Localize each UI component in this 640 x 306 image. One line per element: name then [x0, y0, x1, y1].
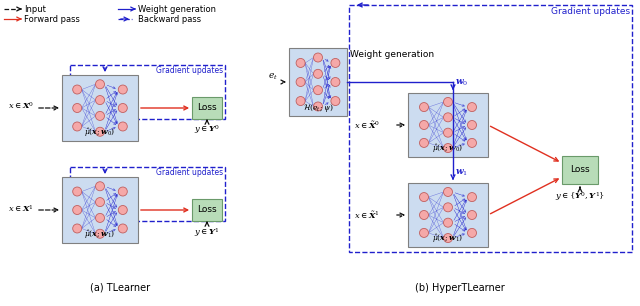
Circle shape — [467, 211, 477, 219]
Text: $y \in \boldsymbol{Y}^0$: $y \in \boldsymbol{Y}^0$ — [194, 124, 220, 137]
Text: $\mathcal{H}(e_t;\psi)$: $\mathcal{H}(e_t;\psi)$ — [303, 102, 333, 114]
Circle shape — [95, 198, 104, 207]
Circle shape — [73, 224, 82, 233]
Text: Loss: Loss — [197, 103, 217, 113]
Text: Backward pass: Backward pass — [138, 14, 201, 24]
Text: $\hat{\mu}(\boldsymbol{x};\boldsymbol{w}_0)$: $\hat{\mu}(\boldsymbol{x};\boldsymbol{w}… — [84, 127, 116, 139]
Circle shape — [419, 121, 429, 129]
Circle shape — [444, 97, 452, 106]
FancyBboxPatch shape — [408, 93, 488, 157]
Circle shape — [118, 206, 127, 215]
Text: $x \in \boldsymbol{X}^1$: $x \in \boldsymbol{X}^1$ — [8, 203, 34, 214]
Circle shape — [419, 228, 429, 237]
FancyBboxPatch shape — [62, 177, 138, 243]
Text: Weight generation: Weight generation — [138, 5, 216, 13]
Text: $x \in \tilde{\boldsymbol{X}}^0$: $x \in \tilde{\boldsymbol{X}}^0$ — [354, 119, 380, 131]
Circle shape — [331, 77, 340, 87]
Circle shape — [73, 85, 82, 94]
Circle shape — [444, 144, 452, 152]
Circle shape — [444, 233, 452, 243]
Circle shape — [296, 58, 305, 67]
FancyBboxPatch shape — [192, 97, 222, 119]
Circle shape — [95, 95, 104, 105]
Text: $e_t$: $e_t$ — [268, 72, 278, 82]
Circle shape — [331, 58, 340, 67]
FancyBboxPatch shape — [192, 199, 222, 221]
Text: $\boldsymbol{w}_1$: $\boldsymbol{w}_1$ — [455, 167, 468, 178]
FancyBboxPatch shape — [562, 156, 598, 184]
Text: $\hat{\mu}(\boldsymbol{x};\boldsymbol{w}_0)$: $\hat{\mu}(\boldsymbol{x};\boldsymbol{w}… — [433, 143, 463, 155]
Text: Loss: Loss — [570, 166, 590, 174]
Circle shape — [314, 102, 323, 111]
Circle shape — [419, 138, 429, 147]
Bar — [70, 65, 225, 119]
Text: $y \in \boldsymbol{Y}^1$: $y \in \boldsymbol{Y}^1$ — [195, 226, 220, 239]
Text: $x \in \tilde{\boldsymbol{X}}^1$: $x \in \tilde{\boldsymbol{X}}^1$ — [354, 209, 380, 221]
Circle shape — [73, 122, 82, 131]
Text: $\hat{\mu}(\boldsymbol{x};\boldsymbol{w}_1)$: $\hat{\mu}(\boldsymbol{x};\boldsymbol{w}… — [433, 233, 463, 245]
Circle shape — [118, 224, 127, 233]
Circle shape — [314, 69, 323, 78]
Circle shape — [444, 113, 452, 122]
Circle shape — [419, 192, 429, 202]
Circle shape — [314, 86, 323, 95]
Circle shape — [467, 192, 477, 202]
Circle shape — [467, 103, 477, 112]
FancyBboxPatch shape — [408, 183, 488, 247]
Circle shape — [95, 213, 104, 222]
Circle shape — [73, 103, 82, 113]
Circle shape — [73, 206, 82, 215]
Circle shape — [95, 80, 104, 89]
Bar — [349, 5, 632, 252]
Circle shape — [314, 53, 323, 62]
Circle shape — [444, 203, 452, 212]
Text: (a) TLearner: (a) TLearner — [90, 283, 150, 293]
Circle shape — [331, 96, 340, 106]
Circle shape — [444, 188, 452, 196]
Circle shape — [118, 122, 127, 131]
Text: Loss: Loss — [197, 206, 217, 215]
Circle shape — [296, 96, 305, 106]
Text: Forward pass: Forward pass — [24, 14, 80, 24]
Circle shape — [419, 211, 429, 219]
Text: $\boldsymbol{w}_0$: $\boldsymbol{w}_0$ — [455, 77, 468, 88]
Text: Gradient updates: Gradient updates — [156, 168, 223, 177]
Text: $x \in \boldsymbol{X}^0$: $x \in \boldsymbol{X}^0$ — [8, 100, 34, 112]
Text: $\hat{\mu}(\boldsymbol{x};\boldsymbol{w}_1)$: $\hat{\mu}(\boldsymbol{x};\boldsymbol{w}… — [84, 229, 116, 241]
Circle shape — [419, 103, 429, 112]
FancyBboxPatch shape — [289, 48, 347, 116]
Circle shape — [95, 229, 104, 238]
FancyBboxPatch shape — [62, 75, 138, 141]
Circle shape — [444, 218, 452, 227]
Circle shape — [118, 187, 127, 196]
Text: $y \in \{\boldsymbol{Y}^0,\boldsymbol{Y}^1\}$: $y \in \{\boldsymbol{Y}^0,\boldsymbol{Y}… — [555, 190, 605, 203]
Circle shape — [95, 127, 104, 136]
Circle shape — [95, 182, 104, 191]
Circle shape — [118, 103, 127, 113]
Circle shape — [73, 187, 82, 196]
Bar — [70, 167, 225, 221]
Text: Gradient updates: Gradient updates — [551, 7, 630, 16]
Circle shape — [118, 85, 127, 94]
Circle shape — [444, 128, 452, 137]
Text: Weight generation: Weight generation — [350, 50, 434, 59]
Circle shape — [95, 111, 104, 121]
Circle shape — [296, 77, 305, 87]
Text: (b) HyperTLearner: (b) HyperTLearner — [415, 283, 505, 293]
Circle shape — [467, 121, 477, 129]
Text: Gradient updates: Gradient updates — [156, 66, 223, 75]
Circle shape — [467, 138, 477, 147]
Circle shape — [467, 228, 477, 237]
Text: Input: Input — [24, 5, 46, 13]
